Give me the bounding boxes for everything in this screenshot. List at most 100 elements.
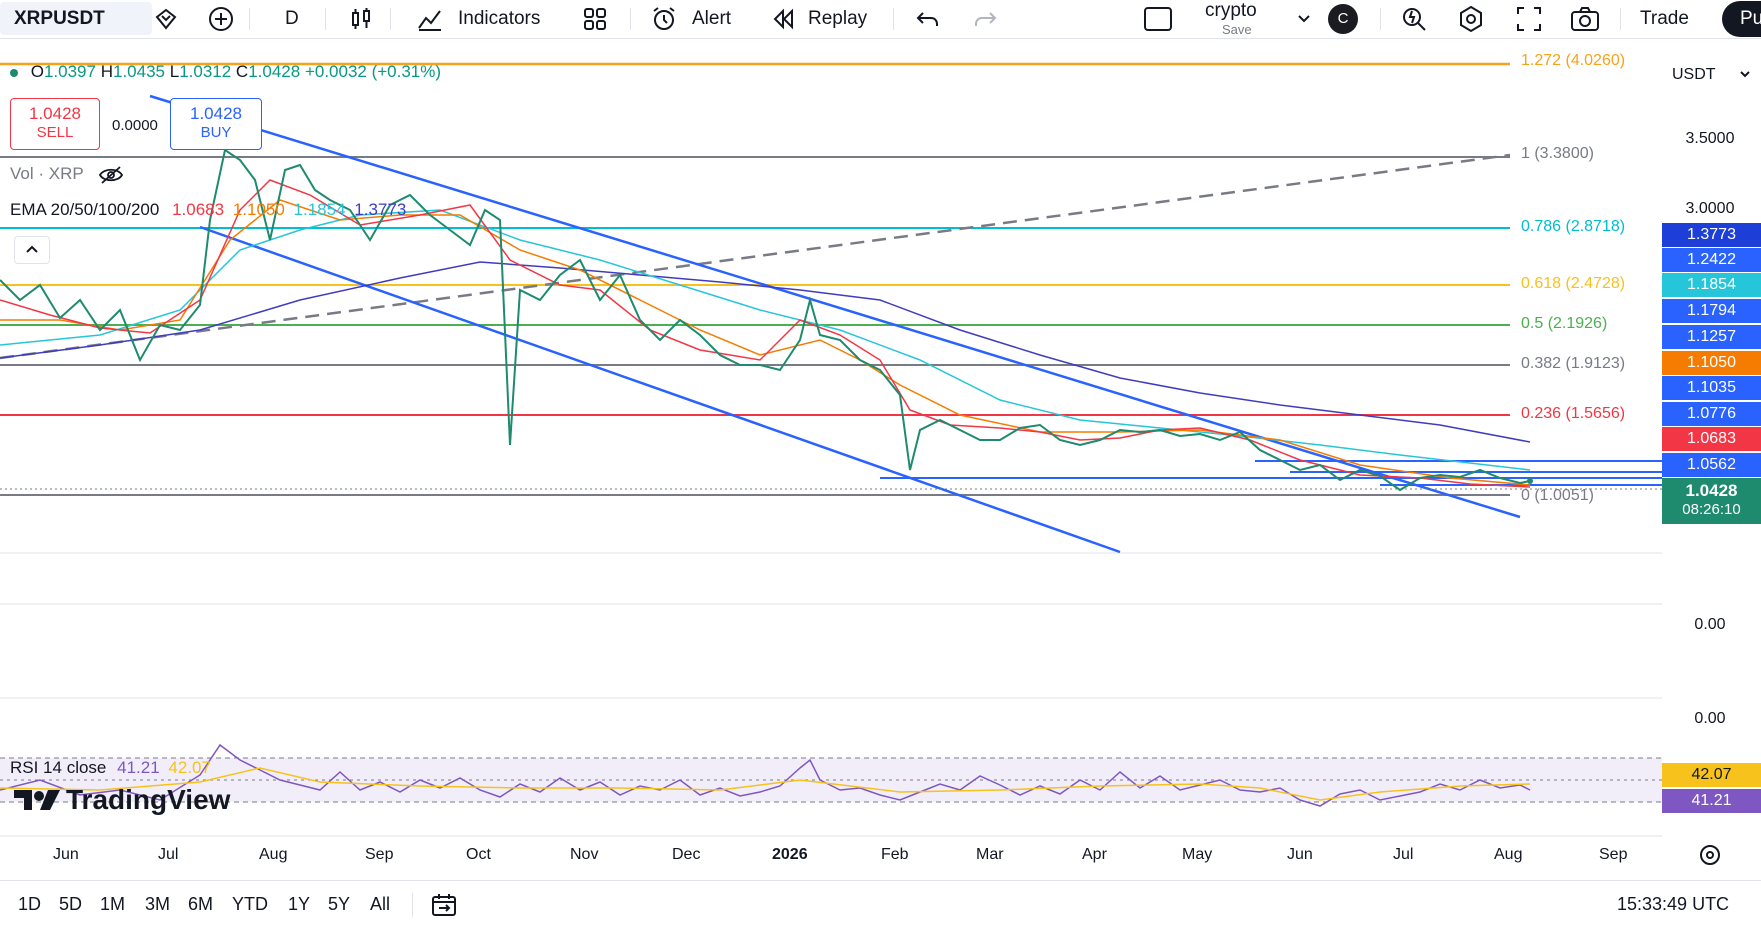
timeframe-6m[interactable]: 6M — [188, 894, 214, 914]
rsi-line[interactable] — [0, 743, 1531, 807]
publish-button[interactable]: Pu — [1722, 1, 1761, 37]
add-symbol-icon[interactable] — [208, 6, 234, 32]
gear-icon[interactable] — [1457, 5, 1485, 33]
chevron-down-icon[interactable] — [1296, 10, 1312, 26]
volume-legend[interactable]: Vol · XRP — [10, 164, 124, 185]
trade-button[interactable]: Trade — [1640, 8, 1689, 29]
timeframe-1d[interactable]: 1D — [18, 894, 42, 914]
calendar-range-icon[interactable] — [430, 891, 458, 919]
indicators-icon[interactable] — [416, 6, 444, 32]
rsi-ma-line[interactable] — [0, 767, 1531, 801]
replay-button[interactable]: Replay — [808, 8, 868, 29]
eye-off-icon[interactable] — [98, 165, 124, 185]
timeframe-5d[interactable]: 5D — [59, 894, 83, 914]
price-tick: 3.0000 — [1685, 200, 1735, 217]
interval-button[interactable]: D — [285, 8, 299, 29]
layout-name[interactable]: crypto — [1205, 0, 1257, 21]
templates-icon[interactable] — [582, 6, 608, 32]
descending-channel[interactable] — [149, 94, 1662, 554]
price-label: 1.1794 — [1662, 299, 1761, 323]
time-tick-year: 2026 — [772, 846, 808, 863]
separator — [390, 8, 391, 30]
candles-icon[interactable] — [348, 6, 374, 32]
chart-canvas[interactable] — [0, 39, 1662, 859]
channel-lower-line — [199, 225, 1121, 554]
close-prefix: C — [235, 62, 249, 81]
rsi-axis-label: 41.21 — [1662, 789, 1761, 813]
dashed-trend-line[interactable] — [0, 153, 1511, 360]
timeframe-3m[interactable]: 3M — [145, 894, 171, 914]
redo-icon[interactable] — [972, 7, 998, 31]
time-tick: Nov — [570, 846, 599, 863]
ema-50-line[interactable] — [0, 199, 1531, 486]
replay-icon[interactable] — [770, 7, 796, 31]
ema-100-value: 1.1854 — [293, 200, 346, 219]
alarm-clock-icon[interactable] — [650, 5, 678, 33]
ema-legend[interactable]: EMA 20/50/100/200 1.0683 1.1050 1.1854 1… — [10, 200, 406, 220]
ema-20-line[interactable] — [0, 179, 1531, 488]
ema-50-value: 1.1050 — [232, 200, 285, 219]
timeframe-ytd[interactable]: YTD — [232, 894, 268, 914]
layout-save-status[interactable]: Save — [1222, 22, 1252, 37]
price-tick: 3.5000 — [1685, 130, 1735, 147]
undo-icon[interactable] — [915, 7, 941, 31]
sell-button[interactable]: 1.0428 SELL — [10, 98, 100, 150]
tradingview-wordmark: TradingView — [66, 784, 231, 815]
time-tick: Jul — [1393, 846, 1414, 863]
time-tick: Aug — [259, 846, 288, 863]
rsi-ma-value: 42.07 — [168, 758, 211, 777]
price-label: 1.0776 — [1662, 402, 1761, 426]
rsi-value: 41.21 — [117, 758, 160, 777]
sell-price: 1.0428 — [29, 104, 81, 123]
symbol-search-box[interactable] — [0, 2, 152, 35]
bar-countdown: 08:26:10 — [1682, 501, 1741, 518]
clock-timezone[interactable]: 15:33:49 UTC — [1617, 894, 1730, 914]
layout-icon[interactable] — [1143, 5, 1173, 33]
alert-button[interactable]: Alert — [692, 8, 732, 29]
time-tick: Aug — [1494, 846, 1523, 863]
symbol-name[interactable]: XRPUSDT — [14, 8, 105, 29]
fib-label-0: 0 (1.0051) — [1521, 487, 1594, 504]
quick-search-icon[interactable] — [1400, 5, 1428, 33]
chart-settings-icon[interactable] — [1697, 842, 1723, 868]
buy-button[interactable]: 1.0428 BUY — [170, 98, 262, 150]
ohlc-legend: O1.0397 H1.0435 L1.0312 C1.0428 +0.0032 … — [10, 62, 441, 82]
high-prefix: H — [100, 62, 113, 81]
currency-selector[interactable]: USDT — [1662, 62, 1758, 88]
high-value: 1.0435 — [112, 62, 165, 81]
time-tick: Dec — [672, 846, 701, 863]
price-series-line[interactable] — [0, 148, 1531, 492]
fullscreen-icon[interactable] — [1515, 5, 1543, 33]
price-label: 1.2422 — [1662, 248, 1761, 272]
rsi-label: RSI 14 close — [10, 758, 107, 777]
chevron-down-icon — [1738, 67, 1752, 81]
last-price-label: 1.0428 08:26:10 — [1662, 478, 1761, 524]
volume-label: Vol · XRP — [10, 164, 84, 183]
low-prefix: L — [169, 62, 180, 81]
ema-100-line[interactable] — [0, 209, 1531, 471]
fib-label-1: 1 (3.3800) — [1521, 145, 1594, 162]
volume-axis-tick: 0.00 — [1694, 616, 1726, 633]
timeframe-1y[interactable]: 1Y — [288, 894, 311, 914]
low-value: 1.0312 — [179, 62, 232, 81]
avatar[interactable]: C — [1328, 4, 1358, 34]
top-toolbar: XRPUSDT D Indicators Alert Replay crypto… — [0, 0, 1761, 39]
separator — [1620, 8, 1621, 30]
compare-icon[interactable] — [154, 7, 178, 31]
last-price-value: 1.0428 — [1685, 481, 1738, 500]
camera-icon[interactable] — [1570, 5, 1600, 33]
timeframe-5y[interactable]: 5Y — [328, 894, 351, 914]
rsi-legend[interactable]: RSI 14 close 41.21 42.07 — [10, 758, 211, 778]
time-tick: Sep — [1599, 846, 1628, 863]
timeframe-1m[interactable]: 1M — [100, 894, 126, 914]
price-label: 1.1035 — [1662, 376, 1761, 400]
timeframe-all[interactable]: All — [370, 894, 391, 914]
ema-200-line[interactable] — [0, 261, 1531, 443]
collapse-legend-button[interactable] — [14, 236, 50, 264]
time-tick: Jun — [53, 846, 79, 863]
separator — [630, 8, 631, 30]
indicators-button[interactable]: Indicators — [458, 8, 541, 29]
bottom-toolbar: 1D 5D 1M 3M 6M YTD 1Y 5Y All 15:33:49 UT… — [0, 880, 1761, 929]
tradingview-logo[interactable]: TradingView — [12, 784, 230, 816]
time-tick: Sep — [365, 846, 394, 863]
